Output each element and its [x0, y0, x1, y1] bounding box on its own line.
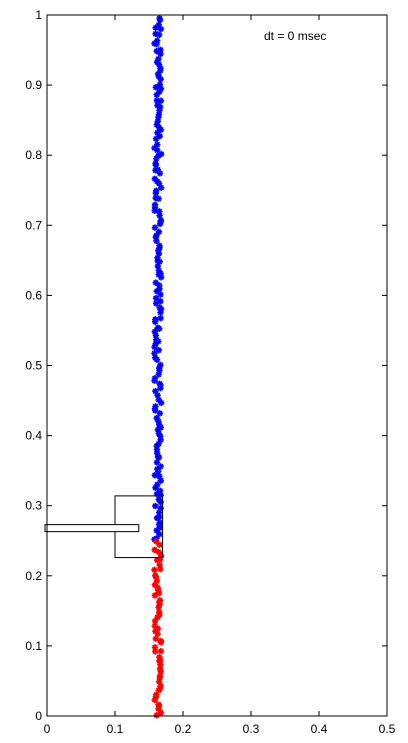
data-point — [157, 637, 165, 645]
data-point — [152, 187, 160, 194]
data-point — [152, 316, 159, 323]
data-point — [153, 459, 161, 466]
data-point — [156, 653, 163, 661]
data-point — [156, 81, 164, 88]
data-point — [156, 556, 164, 564]
shapes-layer — [44, 495, 164, 559]
y-tick-label: 0.5 — [25, 359, 42, 373]
data-point — [152, 502, 159, 510]
data-point — [151, 375, 159, 382]
data-point — [154, 481, 161, 488]
data-point — [151, 566, 158, 574]
data-point — [152, 30, 159, 37]
data-point — [151, 644, 159, 651]
data-point — [152, 135, 160, 142]
data-point — [157, 361, 164, 369]
data-point — [157, 46, 164, 54]
data-point — [153, 97, 161, 104]
y-tick-label: 0.8 — [25, 148, 42, 162]
data-point — [152, 294, 160, 302]
y-tick-label: 0.7 — [25, 218, 42, 232]
data-point — [153, 414, 160, 422]
x-tick-label: 0.4 — [311, 722, 328, 736]
data-point — [157, 647, 165, 655]
data-point — [154, 102, 161, 109]
x-tick-label: 0.2 — [175, 722, 192, 736]
data-point — [157, 463, 164, 470]
data-point — [151, 546, 158, 554]
points-layer — [151, 15, 165, 719]
data-point — [156, 282, 163, 289]
x-tick-label: 0 — [44, 722, 51, 736]
x-tick-label: 0.1 — [107, 722, 124, 736]
data-point — [152, 279, 159, 286]
data-point — [157, 150, 165, 158]
y-tick-label: 0.9 — [25, 78, 42, 92]
data-point — [155, 267, 163, 274]
data-point — [156, 380, 163, 387]
data-point — [152, 572, 159, 579]
data-point — [157, 217, 165, 224]
data-point — [154, 166, 162, 173]
data-point — [155, 228, 163, 236]
y-tick-label: 1 — [35, 8, 42, 22]
data-point — [155, 396, 162, 404]
dt-annotation: dt = 0 msec — [264, 29, 326, 43]
data-point — [152, 635, 159, 642]
data-point — [152, 691, 160, 698]
axes-box — [46, 14, 388, 717]
probe-bar — [44, 524, 140, 533]
x-tick-label: 0.3 — [243, 722, 260, 736]
data-point — [152, 84, 160, 91]
data-point — [155, 21, 162, 29]
data-point — [152, 538, 160, 545]
data-point — [151, 350, 158, 357]
y-tick-label: 0.4 — [25, 429, 42, 443]
data-point — [156, 487, 164, 495]
ticks-layer — [46, 14, 388, 717]
data-point — [155, 701, 162, 708]
data-point — [157, 298, 164, 305]
data-point — [155, 513, 163, 521]
data-point — [155, 548, 163, 556]
data-point — [153, 712, 160, 719]
data-point — [155, 55, 162, 63]
data-point — [157, 315, 164, 322]
data-point — [156, 242, 163, 249]
data-point — [151, 175, 159, 183]
y-tick-label: 0.6 — [25, 288, 42, 302]
data-point — [151, 201, 159, 208]
y-tick-label: 0.3 — [25, 499, 42, 513]
data-point — [154, 141, 161, 148]
x-tick-label: 0.5 — [379, 722, 396, 736]
data-point — [156, 597, 164, 604]
data-point — [151, 472, 159, 479]
data-point — [152, 387, 159, 395]
data-point — [151, 224, 159, 231]
data-point — [153, 37, 161, 44]
data-point — [152, 403, 159, 410]
data-point — [156, 561, 163, 569]
tick-labels-layer: 0 0.1 0.2 0.3 0.4 0.5 0 0.1 0.2 0.3 0.4 0.5 0.6 0.7 0.… — [25, 8, 395, 736]
data-point — [156, 304, 163, 311]
data-point — [154, 324, 162, 331]
data-point — [156, 519, 164, 526]
data-point — [156, 15, 163, 22]
data-point — [155, 247, 162, 254]
data-point — [156, 410, 164, 417]
y-tick-label: 0.2 — [25, 569, 42, 583]
y-tick-label: 0 — [35, 709, 42, 723]
y-tick-label: 0.1 — [25, 639, 42, 653]
